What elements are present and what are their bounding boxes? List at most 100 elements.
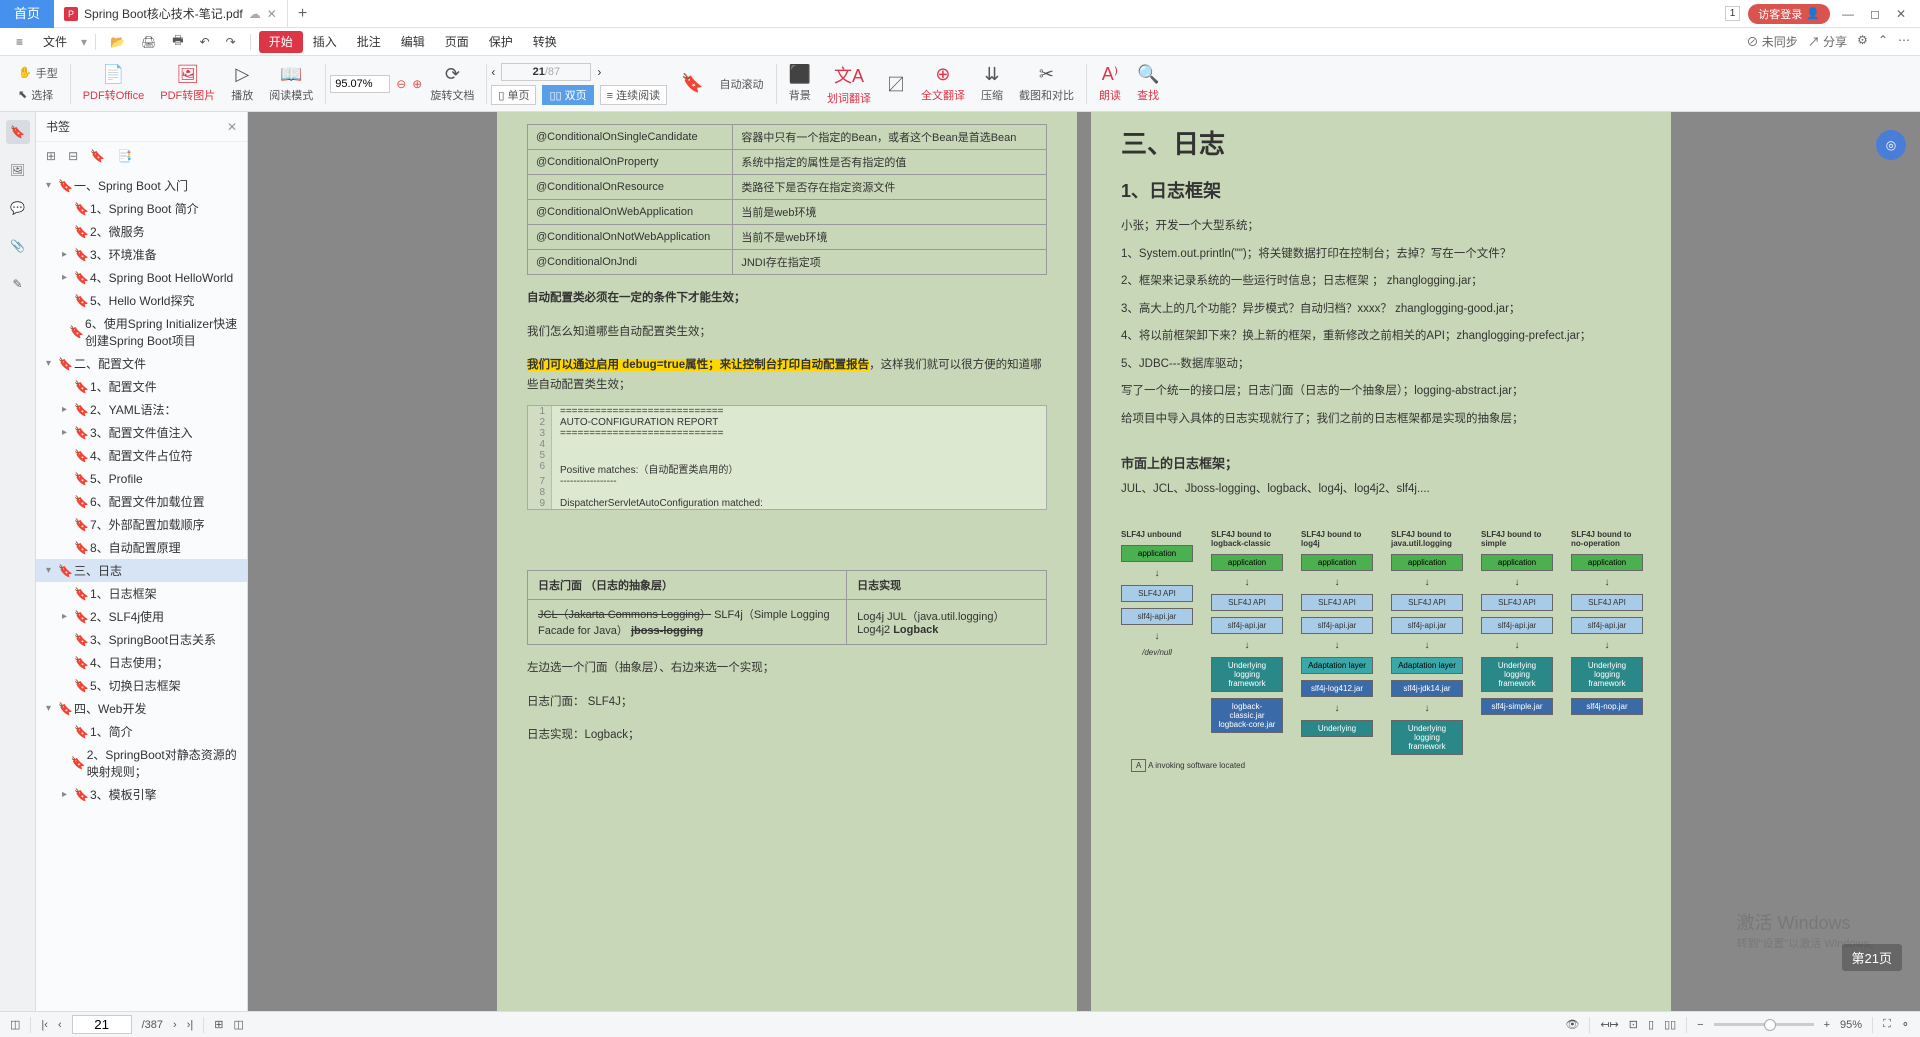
menu-开始[interactable]: 开始 bbox=[259, 31, 303, 53]
sb-single-icon[interactable]: ▯ bbox=[1648, 1018, 1654, 1031]
bookmark-item[interactable]: 🔖5、Hello World探究 bbox=[36, 289, 247, 312]
next-page-icon[interactable]: › bbox=[597, 65, 601, 79]
bookmark-item[interactable]: ▾🔖 二、配置文件 bbox=[36, 352, 247, 375]
bookmark-panel-close-icon[interactable]: ✕ bbox=[227, 120, 237, 134]
share-strip-icon[interactable]: ✎ bbox=[6, 272, 30, 296]
comment-strip-icon[interactable]: 💬 bbox=[6, 196, 30, 220]
zoom-in-icon[interactable]: ⊕ bbox=[412, 77, 422, 91]
maximize-button[interactable]: ◻ bbox=[1866, 7, 1884, 21]
sb-prev-page-icon[interactable]: ‹ bbox=[58, 1019, 62, 1031]
document-tab[interactable]: P Spring Boot核心技术-笔记.pdf ☁ ✕ bbox=[54, 0, 288, 28]
menu-批注[interactable]: 批注 bbox=[347, 31, 391, 53]
sb-fit-page-icon[interactable]: ⊡ bbox=[1629, 1018, 1638, 1031]
word-translate[interactable]: 文A划词翻译 bbox=[819, 62, 879, 106]
read-aloud[interactable]: A⁾朗读 bbox=[1091, 64, 1129, 103]
play-button[interactable]: ▷播放 bbox=[223, 64, 261, 103]
new-tab-button[interactable]: + bbox=[288, 5, 317, 23]
bookmark-item[interactable]: 🔖4、日志使用； bbox=[36, 651, 247, 674]
find[interactable]: 🔍查找 bbox=[1129, 64, 1167, 103]
single-page[interactable]: ▯ 单页 bbox=[491, 85, 536, 105]
zoom-out-icon[interactable]: ⊖ bbox=[396, 77, 406, 91]
close-button[interactable]: ✕ bbox=[1892, 7, 1910, 21]
sb-zoom-out-icon[interactable]: − bbox=[1697, 1019, 1703, 1031]
background[interactable]: ⬛背景 bbox=[781, 64, 819, 103]
bookmark-item[interactable]: 🔖2、微服务 bbox=[36, 220, 247, 243]
sb-panel-icon[interactable]: ◫ bbox=[10, 1018, 20, 1031]
bookmark-item[interactable]: ▸🔖3、模板引擎 bbox=[36, 783, 247, 806]
sb-layout2-icon[interactable]: ◫ bbox=[233, 1018, 243, 1031]
bookmark-item[interactable]: 🔖5、切换日志框架 bbox=[36, 674, 247, 697]
bookmark-item[interactable]: 🔖8、自动配置原理 bbox=[36, 536, 247, 559]
bm-collapse-icon[interactable]: ⊟ bbox=[68, 149, 78, 163]
sb-first-page-icon[interactable]: |‹ bbox=[41, 1019, 48, 1031]
sb-zoom-in-icon[interactable]: + bbox=[1824, 1019, 1830, 1031]
redo-icon[interactable]: ↷ bbox=[220, 31, 242, 53]
autoscroll[interactable]: 自动滚动 bbox=[712, 76, 772, 92]
bookmark-item[interactable]: ▾🔖 四、Web开发 bbox=[36, 697, 247, 720]
more-icon[interactable]: ⋯ bbox=[1898, 33, 1910, 50]
statusbar-page-input[interactable] bbox=[72, 1015, 132, 1034]
open-icon[interactable]: 📂 bbox=[104, 31, 131, 53]
bookmark-item[interactable]: ▸🔖2、SLF4j使用 bbox=[36, 605, 247, 628]
bookmark-item[interactable]: ▸🔖2、YAML语法： bbox=[36, 398, 247, 421]
floating-assistant-button[interactable]: ◎ bbox=[1876, 130, 1906, 160]
sb-more-icon[interactable]: ⚬ bbox=[1901, 1018, 1910, 1031]
bookmark-item[interactable]: 🔖2、SpringBoot对静态资源的映射规则； bbox=[36, 743, 247, 783]
prev-page-icon[interactable]: ‹ bbox=[491, 65, 495, 79]
settings-icon[interactable]: ⚙ bbox=[1857, 33, 1868, 50]
bookmark-item[interactable]: 🔖4、配置文件占位符 bbox=[36, 444, 247, 467]
attachment-strip-icon[interactable]: 📎 bbox=[6, 234, 30, 258]
home-tab[interactable]: 首页 bbox=[0, 0, 54, 28]
bm-new-icon[interactable]: 📑 bbox=[117, 149, 132, 163]
bookmark-item[interactable]: 🔖1、Spring Boot 简介 bbox=[36, 197, 247, 220]
zoom-slider[interactable] bbox=[1714, 1023, 1814, 1026]
full-translate[interactable]: ⊕全文翻译 bbox=[913, 64, 973, 103]
bookmark-item[interactable]: 🔖6、使用Spring Initializer快速创建Spring Boot项目 bbox=[36, 312, 247, 352]
bookmark-item[interactable]: ▸🔖4、Spring Boot HelloWorld bbox=[36, 266, 247, 289]
menu-保护[interactable]: 保护 bbox=[479, 31, 523, 53]
sb-layout1-icon[interactable]: ⊞ bbox=[214, 1018, 223, 1031]
screenshot-compare[interactable]: ✂截图和对比 bbox=[1011, 64, 1082, 103]
sync-status[interactable]: ⊘ 未同步 bbox=[1746, 33, 1797, 50]
tab-cloud-icon[interactable]: ☁ bbox=[249, 7, 261, 21]
collapse-ribbon-icon[interactable]: ⌃ bbox=[1878, 33, 1888, 50]
double-page[interactable]: ▯▯ 双页 bbox=[542, 85, 593, 105]
bookmark-tool[interactable]: 🔖 bbox=[673, 73, 711, 94]
bookmark-strip-icon[interactable]: 🔖 bbox=[6, 120, 30, 144]
sb-double-icon[interactable]: ▯▯ bbox=[1664, 1018, 1676, 1031]
pdf-to-image[interactable]: 🖼PDF转图片 bbox=[152, 64, 223, 103]
pdf-to-office[interactable]: 📄PDF转Office bbox=[75, 64, 153, 103]
print-icon[interactable]: 🖶 bbox=[166, 27, 189, 56]
close-tab-icon[interactable]: ✕ bbox=[267, 7, 277, 21]
compress[interactable]: ⇊压缩 bbox=[973, 64, 1011, 103]
bookmark-item[interactable]: ▾🔖 三、日志 bbox=[36, 559, 247, 582]
select-tool[interactable]: ⬉ 选择 bbox=[18, 87, 58, 103]
read-mode[interactable]: 📖阅读模式 bbox=[261, 64, 321, 103]
bookmark-item[interactable]: 🔖6、配置文件加载位置 bbox=[36, 490, 247, 513]
login-button[interactable]: 访客登录 👤 bbox=[1748, 4, 1830, 24]
bookmark-item[interactable]: 🔖3、SpringBoot日志关系 bbox=[36, 628, 247, 651]
menu-编辑[interactable]: 编辑 bbox=[391, 31, 435, 53]
bookmark-item[interactable]: ▸🔖3、环境准备 bbox=[36, 243, 247, 266]
bookmark-item[interactable]: 🔖5、Profile bbox=[36, 467, 247, 490]
page-input[interactable]: 21/87 bbox=[501, 63, 591, 81]
bookmark-item[interactable]: ▾🔖 一、Spring Boot 入门 bbox=[36, 174, 247, 197]
bm-add-icon[interactable]: 🔖 bbox=[90, 149, 105, 163]
zoom-input[interactable] bbox=[330, 75, 390, 93]
bookmark-item[interactable]: 🔖1、简介 bbox=[36, 720, 247, 743]
continuous-read[interactable]: ≡ 连续阅读 bbox=[600, 85, 667, 105]
share-button[interactable]: ↗ 分享 bbox=[1808, 33, 1847, 50]
document-view[interactable]: ◎ 第21页 激活 Windows 转到"设置"以激活 Windows。 @Co… bbox=[248, 112, 1920, 1011]
menu-页面[interactable]: 页面 bbox=[435, 31, 479, 53]
sb-next-page-icon[interactable]: › bbox=[173, 1019, 177, 1031]
bookmark-item[interactable]: 🔖7、外部配置加载顺序 bbox=[36, 513, 247, 536]
menu-转换[interactable]: 转换 bbox=[523, 31, 567, 53]
save-icon[interactable]: 🖨 bbox=[135, 31, 162, 53]
hand-tool[interactable]: ✋ 手型 bbox=[18, 65, 58, 81]
sb-fullscreen-icon[interactable]: ⛶ bbox=[1883, 1018, 1891, 1031]
notification-badge[interactable]: 1 bbox=[1725, 6, 1741, 21]
bm-expand-icon[interactable]: ⊞ bbox=[46, 149, 56, 163]
thumbnail-strip-icon[interactable]: 🖼 bbox=[6, 158, 30, 182]
select-text-tool[interactable]: 〼 bbox=[879, 71, 913, 97]
bookmark-item[interactable]: 🔖1、配置文件 bbox=[36, 375, 247, 398]
